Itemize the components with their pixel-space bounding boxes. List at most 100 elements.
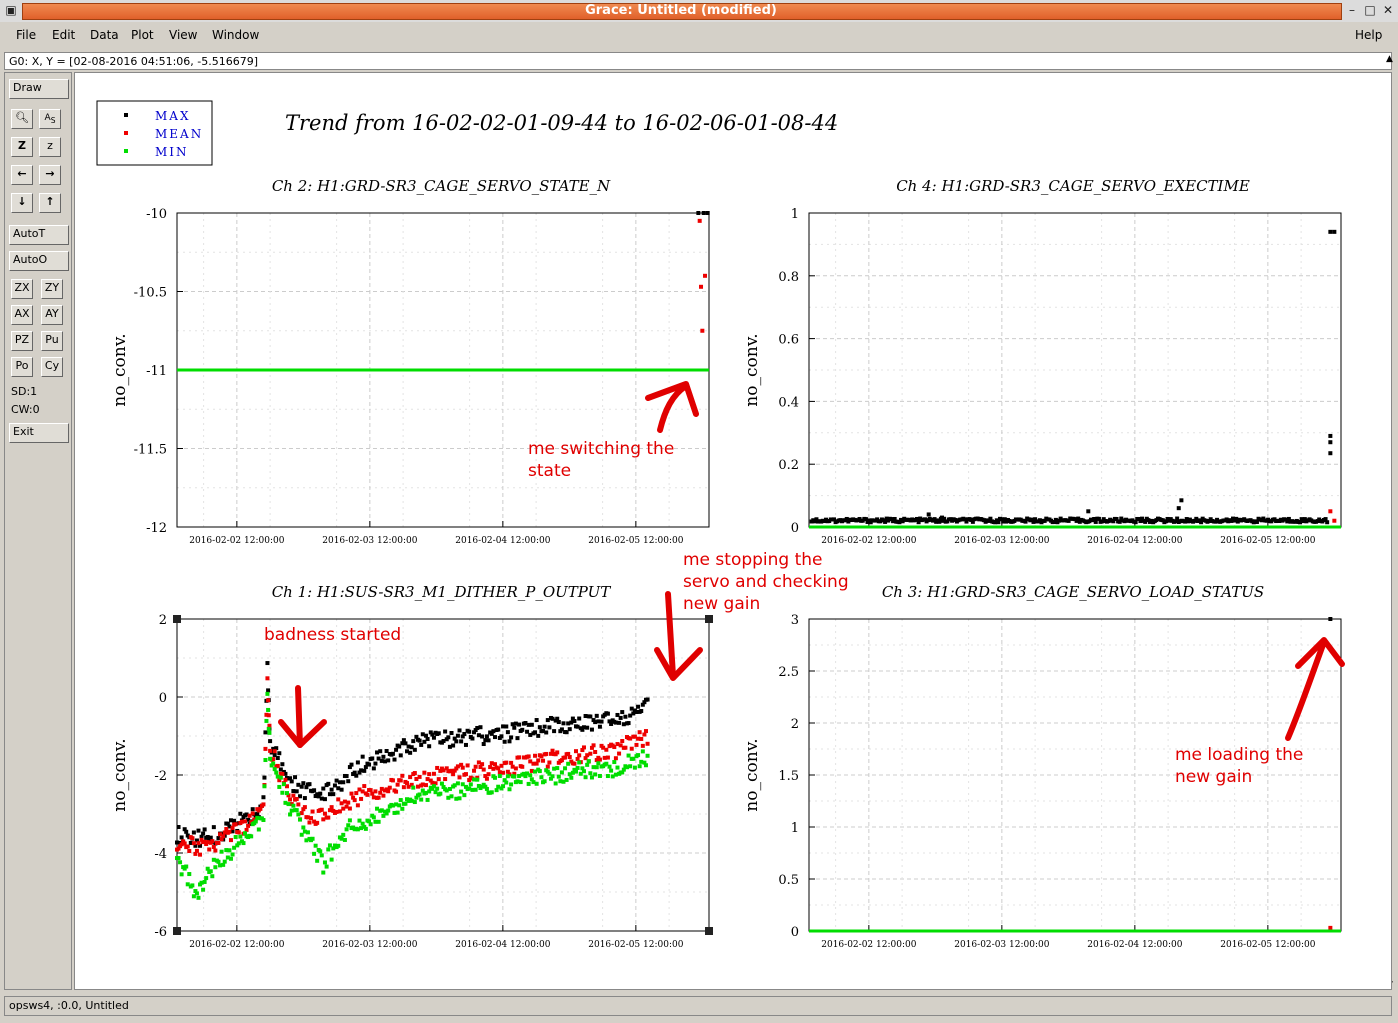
zoom-icon[interactable]: 🔍︎ — [11, 109, 33, 129]
window-menu-icon[interactable]: ▣ — [5, 3, 17, 17]
cw-label: CW:0 — [11, 403, 40, 416]
data-point — [363, 826, 368, 831]
data-point — [227, 848, 232, 853]
data-point — [355, 760, 360, 765]
data-point — [367, 819, 372, 824]
data-point — [964, 519, 969, 524]
y-tick-label: -6 — [154, 925, 167, 940]
data-point — [427, 744, 432, 749]
data-point — [1052, 519, 1057, 524]
zoom-out-icon[interactable]: z — [39, 137, 61, 157]
data-point — [1133, 520, 1138, 525]
data-point — [1114, 516, 1119, 521]
data-point — [489, 731, 494, 736]
data-point — [628, 764, 633, 769]
selection-handle — [173, 927, 181, 935]
menu-help[interactable]: Help — [1355, 28, 1383, 42]
data-point — [414, 776, 419, 781]
data-point — [256, 827, 261, 832]
menu-plot[interactable]: Plot — [131, 28, 154, 42]
po-button[interactable]: Po — [11, 357, 33, 377]
data-point — [236, 841, 241, 846]
data-point — [515, 779, 520, 784]
zoom-in-icon[interactable]: Z — [11, 137, 33, 157]
scroll-left-icon[interactable]: ← — [11, 165, 33, 185]
scroll-up-icon[interactable]: ▲ — [1386, 54, 1393, 64]
pz-button[interactable]: PZ — [11, 331, 33, 351]
data-point — [536, 733, 541, 738]
data-point — [218, 832, 223, 837]
data-point — [347, 818, 352, 823]
data-point — [182, 841, 187, 846]
data-point — [204, 876, 209, 881]
menu-edit[interactable]: Edit — [52, 28, 76, 42]
close-icon[interactable]: ✕ — [1382, 3, 1394, 17]
legend-label-max: MAX — [155, 109, 191, 123]
data-point — [465, 763, 470, 768]
autot-button[interactable]: AutoT — [9, 225, 69, 245]
legend-box — [96, 100, 213, 166]
menu-file[interactable]: File — [16, 28, 37, 42]
data-point — [451, 743, 456, 748]
data-point — [199, 834, 204, 839]
zy-button[interactable]: ZY — [41, 279, 63, 299]
data-point — [196, 828, 201, 833]
maximize-icon[interactable]: □ — [1364, 3, 1376, 17]
data-point — [452, 768, 457, 773]
menu-window[interactable]: Window — [212, 28, 260, 42]
data-point — [268, 756, 273, 761]
cy-button[interactable]: Cy — [41, 357, 63, 377]
data-point — [315, 792, 320, 797]
minimize-icon[interactable]: – — [1349, 3, 1355, 17]
exit-button[interactable]: Exit — [9, 423, 69, 443]
pu-button[interactable]: Pu — [41, 331, 63, 351]
autoo-button[interactable]: AutoO — [9, 251, 69, 271]
data-point — [832, 517, 837, 522]
data-point — [491, 766, 496, 771]
data-point — [339, 801, 344, 806]
ax-button[interactable]: AX — [11, 305, 33, 325]
scroll-right-icon[interactable]: → — [39, 165, 61, 185]
data-point — [321, 870, 326, 875]
menu-data[interactable]: Data — [90, 28, 119, 42]
data-point — [423, 790, 428, 795]
data-point — [341, 806, 346, 811]
data-point — [321, 786, 326, 791]
data-point — [381, 754, 386, 759]
scroll-up-arrow-icon[interactable]: ↑ — [39, 193, 61, 213]
data-point — [537, 725, 542, 730]
data-point — [541, 729, 546, 734]
data-point — [222, 859, 227, 864]
data-point — [473, 728, 478, 733]
data-point — [504, 780, 509, 785]
data-point — [613, 756, 618, 761]
data-point — [1298, 520, 1303, 525]
scroll-down-arrow-icon[interactable]: ↓ — [11, 193, 33, 213]
data-point — [533, 769, 538, 774]
data-point — [531, 780, 536, 785]
data-point — [423, 783, 428, 788]
data-point — [492, 762, 497, 767]
data-point — [337, 809, 342, 814]
data-point — [481, 767, 486, 772]
data-point — [610, 774, 615, 779]
data-point — [844, 516, 849, 521]
data-point — [213, 848, 218, 853]
y-tick-label: 0.4 — [778, 395, 799, 410]
data-point — [233, 822, 238, 827]
data-point — [501, 770, 506, 775]
data-point — [268, 739, 273, 744]
data-point — [266, 688, 271, 693]
data-point — [298, 794, 303, 799]
menu-view[interactable]: View — [169, 28, 198, 42]
draw-button[interactable]: Draw — [9, 79, 69, 99]
data-point — [301, 781, 306, 786]
zx-button[interactable]: ZX — [11, 279, 33, 299]
data-point — [401, 738, 406, 743]
ay-button[interactable]: AY — [41, 305, 63, 325]
data-point — [447, 786, 452, 791]
data-point — [558, 779, 563, 784]
plot-canvas[interactable]: MAX MEAN MIN Trend from 16-02-02-01-09-4… — [74, 72, 1392, 990]
autoscale-text-icon[interactable]: AS — [39, 109, 61, 129]
data-point — [645, 753, 650, 758]
